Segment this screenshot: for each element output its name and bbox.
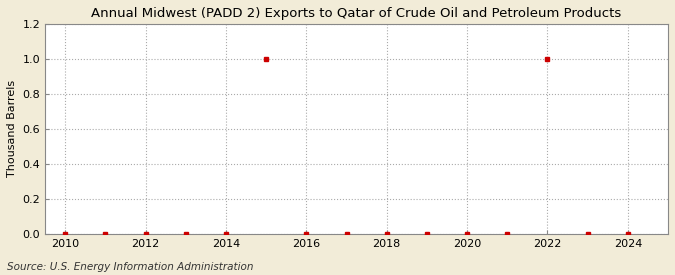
Text: Source: U.S. Energy Information Administration: Source: U.S. Energy Information Administ… [7,262,253,272]
Title: Annual Midwest (PADD 2) Exports to Qatar of Crude Oil and Petroleum Products: Annual Midwest (PADD 2) Exports to Qatar… [91,7,622,20]
Y-axis label: Thousand Barrels: Thousand Barrels [7,80,17,177]
